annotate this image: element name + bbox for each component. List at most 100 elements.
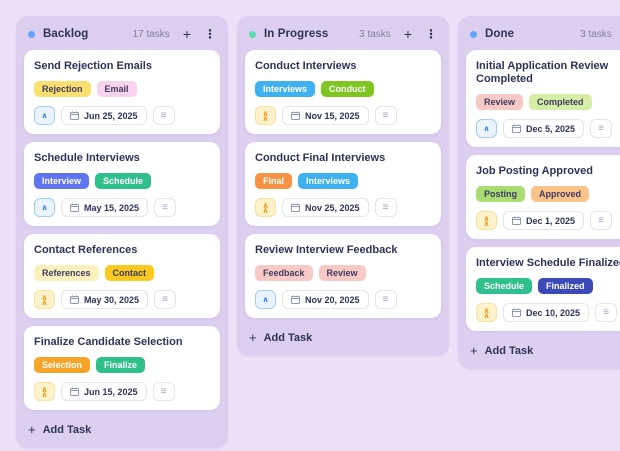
tag: Review [318, 265, 366, 281]
tag: Selection [34, 357, 91, 373]
due-date-chip[interactable]: Nov 20, 2025 [282, 290, 369, 309]
add-task-button[interactable]: + Add Task [24, 418, 220, 440]
task-card[interactable]: Initial Application Review Completed Rev… [466, 50, 620, 147]
due-date-chip[interactable]: Jun 15, 2025 [61, 382, 147, 401]
tag-list: References Contact [34, 265, 210, 281]
due-date-text: Jun 15, 2025 [84, 386, 138, 397]
task-card[interactable]: Send Rejection Emails Rejection Email ∧ … [24, 50, 220, 134]
priority-button[interactable]: ∧ [255, 290, 276, 309]
notes-button[interactable]: ≡ [374, 106, 397, 125]
calendar-icon [70, 295, 79, 304]
double-chevron-up-icon: ∧ ∧ [262, 108, 269, 123]
card-footer: ∧ Dec 5, 2025 ≡ [476, 119, 620, 138]
status-dot-icon [28, 30, 35, 38]
calendar-icon [291, 295, 300, 304]
tag: Rejection [34, 81, 91, 97]
notes-button[interactable]: ≡ [152, 106, 175, 125]
priority-button[interactable]: ∧ ∧ [255, 198, 276, 217]
calendar-icon [70, 203, 79, 212]
notes-icon: ≡ [162, 293, 168, 305]
due-date-chip[interactable]: Dec 5, 2025 [503, 119, 585, 138]
priority-button[interactable]: ∧ ∧ [34, 382, 55, 401]
column-menu-button[interactable]: ⋮ [425, 27, 437, 41]
due-date-chip[interactable]: Nov 15, 2025 [282, 106, 369, 125]
tag: Conduct [321, 81, 374, 97]
chevron-up-icon: ∧ [483, 124, 490, 133]
notes-button[interactable]: ≡ [374, 198, 397, 217]
task-title: Review Interview Feedback [255, 244, 398, 256]
priority-button[interactable]: ∧ ∧ [476, 303, 497, 322]
notes-button[interactable]: ≡ [374, 290, 397, 309]
card-footer: ∧ ∧ Jun 15, 2025 ≡ [34, 382, 210, 401]
task-card[interactable]: Contact References References Contact ∧ … [24, 234, 220, 318]
task-card[interactable]: Finalize Candidate Selection Selection F… [24, 326, 220, 410]
task-card[interactable]: Review Interview Feedback Feedback Revie… [245, 234, 441, 318]
column-header: Backlog 17 tasks + ⋮ [24, 24, 220, 44]
column-done: Done 3 tasks + ⋮ Initial Application Rev… [458, 16, 620, 369]
notes-icon: ≡ [382, 293, 389, 305]
due-date-text: Dec 1, 2025 [526, 215, 576, 226]
tag-list: Rejection Email [34, 81, 210, 97]
task-title: Finalize Candidate Selection [34, 336, 183, 348]
due-date-text: May 30, 2025 [84, 294, 140, 305]
due-date-text: Nov 25, 2025 [305, 202, 360, 213]
notes-button[interactable]: ≡ [590, 119, 613, 138]
tag: Completed [529, 94, 592, 110]
priority-button[interactable]: ∧ [34, 106, 55, 125]
priority-button[interactable]: ∧ [34, 198, 55, 217]
add-task-button[interactable]: + Add Task [466, 339, 620, 361]
chevron-up-icon: ∧ [41, 203, 48, 212]
tag-list: Final Interviews [255, 173, 431, 189]
card-footer: ∧ ∧ Dec 1, 2025 ≡ [476, 211, 620, 230]
tag: Email [96, 81, 137, 97]
task-card[interactable]: Schedule Interviews Interview Schedule ∧… [24, 142, 220, 226]
notes-icon: ≡ [598, 214, 604, 226]
priority-button[interactable]: ∧ [476, 119, 497, 138]
add-task-button[interactable]: + Add Task [245, 326, 441, 348]
column-in-progress: In Progress 3 tasks + ⋮ Conduct Intervie… [237, 16, 449, 356]
priority-button[interactable]: ∧ ∧ [34, 290, 55, 309]
due-date-chip[interactable]: Dec 10, 2025 [503, 303, 590, 322]
tag-list: Schedule Finalized [476, 278, 620, 294]
tag: Schedule [95, 173, 152, 189]
notes-button[interactable]: ≡ [154, 290, 177, 309]
tag: Approved [531, 186, 590, 202]
task-card[interactable]: Conduct Final Interviews Final Interview… [245, 142, 441, 226]
add-card-button[interactable]: + [182, 26, 191, 42]
task-card[interactable]: Conduct Interviews Interviews Conduct ∧ … [245, 50, 441, 134]
notes-button[interactable]: ≡ [152, 382, 175, 401]
tag: Posting [476, 186, 525, 202]
notes-button[interactable]: ≡ [595, 303, 618, 322]
notes-icon: ≡ [603, 306, 609, 318]
due-date-chip[interactable]: Jun 25, 2025 [61, 106, 147, 125]
tag-list: Review Completed [476, 94, 620, 110]
add-task-label: Add Task [263, 332, 313, 344]
status-dot-icon [470, 30, 477, 38]
column-menu-button[interactable]: ⋮ [204, 27, 216, 41]
due-date-chip[interactable]: May 15, 2025 [61, 198, 149, 217]
calendar-icon [512, 216, 521, 225]
column-title: Done [485, 28, 515, 40]
notes-button[interactable]: ≡ [590, 211, 613, 230]
priority-button[interactable]: ∧ ∧ [255, 106, 276, 125]
tag: Contact [104, 265, 155, 281]
task-title: Initial Application Review Completed [476, 60, 609, 85]
task-card[interactable]: Interview Schedule Finalized Schedule Fi… [466, 247, 620, 331]
priority-button[interactable]: ∧ ∧ [476, 211, 497, 230]
status-dot-icon [249, 30, 256, 38]
task-title: Conduct Interviews [255, 60, 357, 72]
chevron-up-icon: ∧ [41, 111, 48, 120]
due-date-chip[interactable]: Dec 1, 2025 [503, 211, 585, 230]
notes-button[interactable]: ≡ [154, 198, 177, 217]
column-header: In Progress 3 tasks + ⋮ [245, 24, 441, 44]
add-card-button[interactable]: + [403, 26, 412, 42]
task-count: 17 tasks [132, 28, 170, 40]
due-date-chip[interactable]: Nov 25, 2025 [282, 198, 369, 217]
due-date-chip[interactable]: May 30, 2025 [61, 290, 149, 309]
task-card[interactable]: Job Posting Approved Posting Approved ∧ … [466, 155, 620, 239]
tag-list: Selection Finalize [34, 357, 210, 373]
calendar-icon [70, 387, 79, 396]
calendar-icon [512, 124, 521, 133]
due-date-text: Jun 25, 2025 [84, 110, 138, 121]
